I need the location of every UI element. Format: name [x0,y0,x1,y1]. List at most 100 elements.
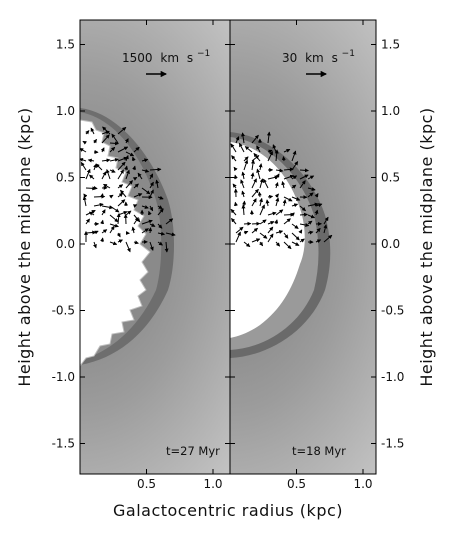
velocity-arrow [85,218,90,225]
velocity-arrow [83,193,88,198]
velocity-arrow [259,197,263,207]
velocity-arrow [243,230,249,235]
velocity-arrow [125,180,133,189]
velocity-arrow [117,184,124,189]
velocity-arrow [315,239,322,244]
velocity-arrow [109,194,114,199]
velocity-arrow [149,173,154,180]
velocity-arrow [251,188,259,198]
velocity-arrow [253,152,261,162]
velocity-arrow [157,195,164,200]
velocity-arrow [241,190,246,198]
velocity-arrow [155,179,160,189]
right-y-axis-title: Height above the midplane (kpc) [417,107,436,386]
velocity-arrow [100,193,104,198]
right-vector-unit-s: s [332,51,338,65]
velocity-arrow [116,232,121,238]
velocity-arrow [267,194,274,199]
velocity-arrow [259,219,267,225]
velocity-arrow [233,174,238,180]
right-time-label: t=18 Myr [292,444,346,458]
right-y-axis: -1.5 -1.0 -0.5 0.0 0.5 1.0 1.5 [230,38,404,451]
left-vector-unit-exp: −1 [197,49,210,59]
right-bubble [230,142,305,338]
velocity-arrow [275,209,284,216]
velocity-arrow [291,232,300,241]
velocity-arrow [275,173,280,180]
velocity-arrow [87,158,95,163]
velocity-arrow [259,232,268,239]
velocity-arrow [120,189,127,198]
velocity-arrow [235,226,244,234]
left-y-axis-title: Height above the midplane (kpc) [15,107,34,386]
velocity-arrow [88,211,95,216]
velocity-arrow [124,138,129,144]
velocity-arrow [149,189,154,198]
velocity-arrow [251,227,259,234]
velocity-arrow [133,240,139,245]
velocity-arrow [257,191,262,198]
velocity-arrow [125,241,131,253]
velocity-arrow [117,199,126,207]
velocity-arrow [274,149,279,162]
velocity-arrow [141,228,149,234]
velocity-arrow [251,159,255,171]
velocity-arrow [93,194,106,199]
svg-text:1500 km s: 1500 km s −1 [122,49,210,65]
velocity-arrow [256,145,261,153]
velocity-arrow [101,229,108,234]
right-reference-vector: 30 km s −1 [282,49,355,78]
velocity-arrow [244,146,253,153]
velocity-arrow [93,230,99,235]
velocity-arrow [275,241,281,247]
velocity-arrow [105,168,111,180]
velocity-arrow [307,214,316,219]
velocity-arrow [307,192,314,198]
velocity-arrow [323,224,328,234]
right-vector-unit-km: km [305,51,324,65]
velocity-arrow [275,197,280,207]
velocity-arrow [141,158,149,163]
left-velocity-field [80,126,176,253]
left-y-tick-label: 1.0 [56,104,75,118]
velocity-arrow [251,221,261,226]
right-y-tick-label: -1.5 [381,437,404,451]
velocity-arrow [164,241,169,253]
velocity-arrow [323,234,333,243]
x-axis-title: Galactocentric radius (kpc) [113,501,343,520]
velocity-arrow [231,217,237,225]
velocity-arrow [272,144,277,153]
velocity-arrow [103,183,111,189]
velocity-arrow [259,204,265,216]
right-y-tick-label: 1.5 [381,38,400,52]
velocity-arrow [147,210,152,216]
velocity-arrow [109,241,118,246]
velocity-arrow [141,205,149,209]
velocity-arrow [157,208,164,216]
velocity-arrow [149,241,154,251]
velocity-arrow [299,223,310,227]
velocity-arrow [291,161,299,171]
right-x-axis: 0.5 1.0 [287,20,373,491]
velocity-arrow [307,175,315,180]
left-vector-unit-s: s [187,51,193,65]
velocity-arrow [82,140,87,145]
velocity-arrow [283,241,292,250]
velocity-arrow [157,241,163,246]
velocity-arrow [282,199,287,207]
velocity-arrow [291,196,301,201]
velocity-arrow [267,221,275,225]
x-tick-label: 1.0 [203,477,222,491]
velocity-arrow [230,143,237,153]
velocity-arrow [149,223,156,227]
velocity-arrow [314,193,319,198]
velocity-arrow [124,154,129,162]
velocity-arrow [283,174,295,180]
velocity-arrow [125,169,130,180]
left-y-tick-label: 1.5 [56,38,75,52]
velocity-arrow [109,214,119,223]
velocity-arrow [133,146,140,153]
velocity-arrow [259,241,264,247]
velocity-arrow [92,138,97,144]
